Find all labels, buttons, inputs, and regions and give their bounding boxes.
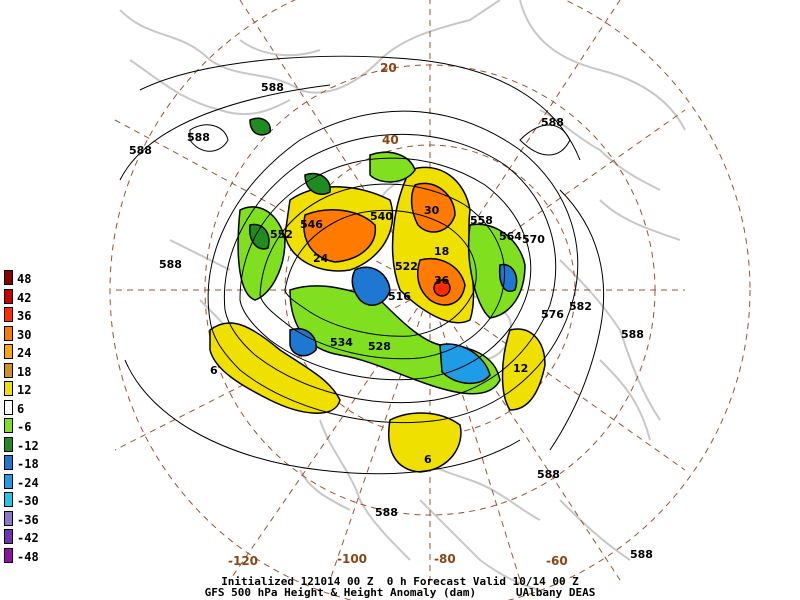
legend-swatch <box>4 547 13 563</box>
contour-label: 570 <box>522 233 545 246</box>
contour-label: 588 <box>129 144 152 157</box>
anomaly-label: 6 <box>210 364 218 377</box>
anomaly-color-legend: 48 42 36 30 24 18 12 6 -6 -12 -18 -24 -30 -36 -42 -48 <box>4 270 44 570</box>
anomaly-labels: 6 6 12 30 36 24 18 <box>210 204 528 466</box>
legend-swatch <box>4 362 13 378</box>
contour-label: 588 <box>621 328 644 341</box>
contour-label: 576 <box>541 308 564 321</box>
legend-label: 30 <box>17 327 32 342</box>
latitude-label: 20 <box>380 61 397 75</box>
graticule-labels: 20 40 -120 -100 -80 -60 <box>228 61 568 568</box>
legend-label: 6 <box>17 401 25 416</box>
longitude-label: -80 <box>434 552 456 566</box>
contour-label: 534 <box>330 336 353 349</box>
product-title-line: GFS 500 hPa Height & Height Anomaly (dam… <box>204 586 596 599</box>
anomaly-fills <box>209 117 546 473</box>
legend-swatch <box>4 510 13 526</box>
legend-swatch <box>4 473 13 489</box>
contour-label: 588 <box>261 81 284 94</box>
legend-label: -18 <box>17 457 39 471</box>
contour-label: 582 <box>569 300 592 313</box>
anomaly-label: 24 <box>313 252 329 265</box>
legend-swatch <box>4 288 13 304</box>
legend-label: -6 <box>17 420 32 434</box>
legend-label: -48 <box>17 549 39 564</box>
legend-label: 12 <box>17 383 32 397</box>
contour-label: 588 <box>541 116 564 129</box>
legend-swatch <box>4 270 13 285</box>
legend-label: -30 <box>17 494 39 508</box>
contour-label: 588 <box>630 548 653 561</box>
legend-label: 42 <box>17 290 32 305</box>
legend-label: 48 <box>17 272 32 286</box>
latitude-label: 40 <box>382 133 399 147</box>
legend-swatch <box>4 455 13 470</box>
legend-swatch <box>4 344 13 359</box>
contour-label: 564 <box>499 230 522 243</box>
forecast-time-line: Initialized 121014 00 Z 0 h Forecast Val… <box>221 575 579 588</box>
contour-label: 588 <box>159 258 182 271</box>
contour-label: 588 <box>375 506 398 519</box>
anomaly-label: 36 <box>434 274 450 287</box>
legend-swatch <box>4 307 13 322</box>
legend-label: -42 <box>17 531 39 545</box>
height-contour-labels: 588 588 588 588 588 588 588 582 576 570 … <box>129 81 653 561</box>
contour-label: 546 <box>300 218 323 231</box>
anomaly-label: 18 <box>434 245 449 258</box>
legend-label: -12 <box>17 438 39 453</box>
legend-swatch <box>4 325 13 341</box>
contour-label: 540 <box>370 210 393 223</box>
legend-label: 18 <box>17 364 32 379</box>
contour-label: 528 <box>368 340 391 353</box>
anomaly-label: 30 <box>424 204 440 217</box>
legend-swatch <box>4 492 13 507</box>
legend-label: -24 <box>17 475 39 490</box>
height-contours <box>119 55 605 475</box>
longitude-label: -120 <box>228 554 258 568</box>
anomaly-label: 12 <box>513 362 528 375</box>
contour-label: 522 <box>395 260 418 273</box>
contour-label: 558 <box>470 214 493 227</box>
legend-swatch <box>4 399 13 415</box>
anomaly-label: 6 <box>424 453 432 466</box>
legend-label: 24 <box>17 346 32 360</box>
contour-label: 588 <box>537 468 560 481</box>
contour-label: 588 <box>187 131 210 144</box>
legend-label: 36 <box>17 309 32 323</box>
legend-swatch <box>4 436 13 452</box>
longitude-label: -100 <box>337 552 367 566</box>
legend-swatch <box>4 418 13 433</box>
longitude-label: -60 <box>546 554 568 568</box>
contour-label: 552 <box>270 228 293 241</box>
map-footer: Initialized 121014 00 Z 0 h Forecast Val… <box>0 576 800 598</box>
legend-label: -36 <box>17 512 39 527</box>
contour-label: 516 <box>388 290 411 303</box>
legend-swatch <box>4 529 13 544</box>
legend-swatch <box>4 381 13 396</box>
